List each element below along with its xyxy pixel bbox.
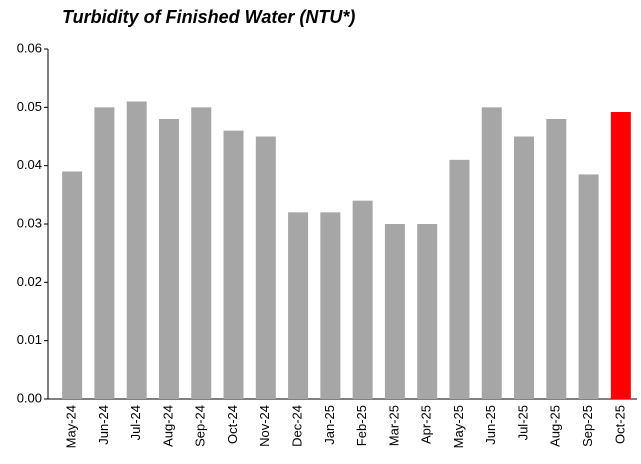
x-tick-label: Jun-24 xyxy=(96,405,111,445)
x-tick-label: Jul-24 xyxy=(128,405,143,440)
bar xyxy=(578,174,599,399)
y-tick-label: 0.03 xyxy=(17,215,42,230)
x-tick-label: Jun-25 xyxy=(483,405,498,445)
x-tick-label: May-25 xyxy=(451,405,466,448)
y-tick-label: 0.02 xyxy=(17,274,42,289)
y-tick-label: 0.01 xyxy=(17,332,42,347)
x-tick-label: Aug-24 xyxy=(160,405,175,447)
x-tick-label: Sep-24 xyxy=(193,405,208,447)
bar xyxy=(546,119,567,399)
bar xyxy=(449,159,470,399)
bar xyxy=(610,112,631,399)
x-tick-label: Jul-25 xyxy=(515,405,530,440)
y-tick-label: 0.00 xyxy=(17,390,42,405)
x-tick-label: Oct-25 xyxy=(612,405,627,444)
x-tick-label: Apr-25 xyxy=(419,405,434,444)
bar xyxy=(514,136,535,399)
x-tick-label: Nov-24 xyxy=(257,405,272,447)
bar xyxy=(417,224,438,399)
bar xyxy=(481,107,502,399)
x-tick-label: May-24 xyxy=(64,405,79,448)
y-tick-label: 0.06 xyxy=(17,40,42,55)
bar xyxy=(62,171,83,399)
bar xyxy=(352,200,373,399)
bar xyxy=(384,224,405,399)
bar xyxy=(288,212,309,399)
chart-title: Turbidity of Finished Water (NTU*) xyxy=(62,7,355,27)
bar xyxy=(158,119,179,399)
bar xyxy=(94,107,115,399)
y-tick-label: 0.04 xyxy=(17,157,42,172)
x-tick-label: Sep-25 xyxy=(580,405,595,447)
x-tick-label: Dec-24 xyxy=(290,405,305,447)
bar xyxy=(255,136,276,399)
bar xyxy=(191,107,212,399)
x-tick-label: Feb-25 xyxy=(354,405,369,446)
bar xyxy=(223,130,244,399)
x-tick-label: Aug-25 xyxy=(548,405,563,447)
x-tick-label: Oct-24 xyxy=(225,405,240,444)
bar xyxy=(126,101,147,399)
y-tick-label: 0.05 xyxy=(17,99,42,114)
x-tick-label: Mar-25 xyxy=(386,405,401,446)
bar xyxy=(320,212,341,399)
x-tick-label: Jan-25 xyxy=(322,405,337,445)
